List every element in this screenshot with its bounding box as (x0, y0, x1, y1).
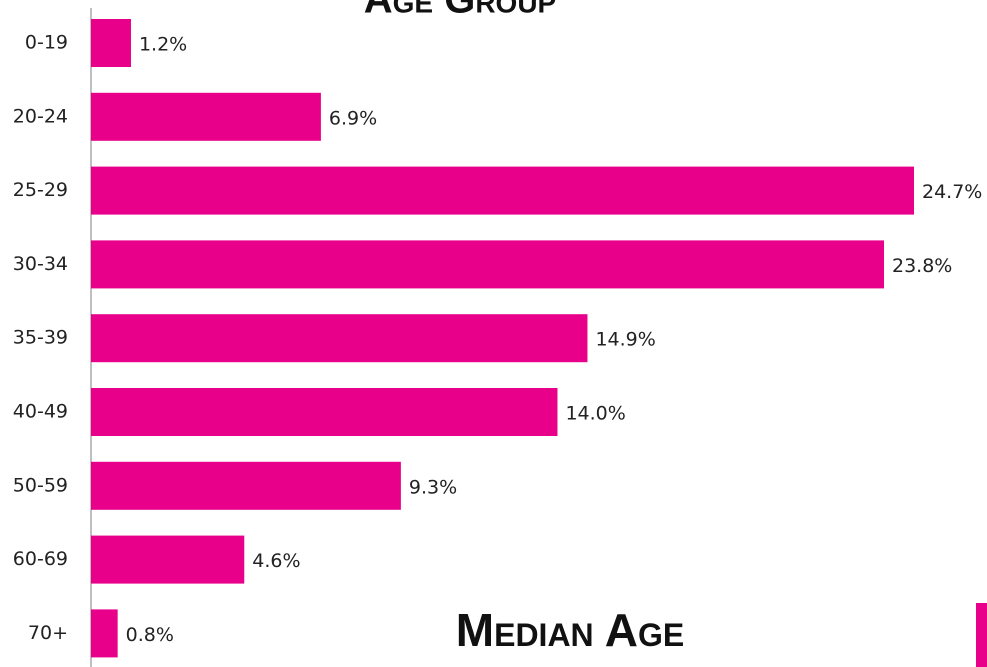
bar (91, 314, 588, 363)
decoration (976, 603, 987, 667)
y-tick-label: 50-59 (13, 474, 68, 496)
value-label: 9.3% (409, 476, 457, 498)
bar (91, 240, 885, 289)
bar (91, 535, 245, 584)
y-tick-label: 25-29 (13, 179, 68, 201)
y-tick-label: 0-19 (25, 32, 68, 54)
y-tick-label: 20-24 (13, 105, 68, 127)
value-label: 14.9% (595, 329, 655, 351)
chart-title: Age Group (364, 0, 556, 22)
y-tick-label: 60-69 (13, 548, 68, 570)
value-label: 4.6% (252, 550, 300, 572)
bar (91, 609, 118, 658)
bar (91, 166, 914, 215)
value-label: 0.8% (126, 624, 174, 646)
bar (91, 92, 321, 141)
y-tick-label: 40-49 (13, 401, 68, 423)
y-tick-label: 70+ (28, 622, 68, 644)
y-tick-label: 35-39 (13, 327, 68, 349)
bar (91, 388, 558, 436)
value-label: 23.8% (892, 255, 952, 277)
value-label: 6.9% (329, 107, 377, 129)
bar (91, 19, 131, 67)
bar (91, 461, 401, 510)
value-label: 1.2% (139, 34, 187, 56)
chart-subtitle: Median Age (456, 604, 684, 656)
y-tick-label: 30-34 (13, 253, 68, 275)
value-label: 14.0% (565, 403, 625, 425)
value-label: 24.7% (922, 181, 982, 203)
